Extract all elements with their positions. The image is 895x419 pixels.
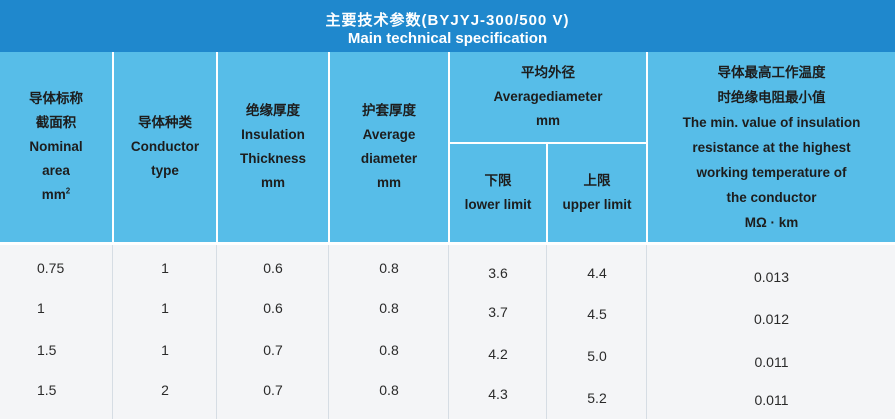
cell-lower-limit: 4.3	[488, 386, 508, 402]
cell-resistance: 0.011	[754, 392, 789, 408]
title-bar: 主要技术参数(BYJYJ-300/500 V) Main technical s…	[0, 0, 895, 52]
cell-insulation: 0.7	[263, 382, 283, 398]
header-label: The min. value of insulation	[682, 114, 861, 130]
column-divider	[646, 245, 647, 419]
cell-sheath: 0.8	[379, 300, 399, 316]
cell-resistance: 0.011	[754, 354, 789, 370]
cell-conductor-type: 1	[161, 300, 169, 316]
column-divider	[546, 245, 547, 419]
column-divider	[328, 245, 329, 419]
cell-insulation: 0.6	[263, 260, 283, 276]
cell-sheath: 0.8	[379, 260, 399, 276]
column-divider	[216, 245, 217, 419]
cell-insulation: 0.7	[263, 342, 283, 358]
header-label: type	[151, 163, 179, 178]
header-label: lower limit	[464, 197, 532, 212]
table-row: 1 1 0.6 0.8 3.7 4.5 0.012	[0, 287, 895, 329]
header-label: Averagediameter	[493, 89, 603, 104]
header-label: 截面积	[35, 115, 77, 130]
column-divider	[112, 245, 113, 419]
cell-sheath: 0.8	[379, 382, 399, 398]
cell-upper-limit: 5.2	[587, 390, 607, 406]
cell-conductor-type: 1	[161, 342, 169, 358]
header-insulation-resistance: 导体最高工作温度 时绝缘电阻最小值 The min. value of insu…	[648, 52, 895, 242]
table-row: 1.5 1 0.7 0.8 4.2 5.0 0.011	[0, 329, 895, 371]
header-label: 绝缘厚度	[246, 103, 300, 118]
header-label: upper limit	[562, 197, 632, 212]
cell-insulation: 0.6	[263, 300, 283, 316]
header-label: area	[42, 163, 70, 178]
cell-area: 1	[37, 300, 45, 316]
header-insulation-thickness: 绝缘厚度 Insulation Thickness mm	[218, 52, 328, 242]
cell-conductor-type: 2	[161, 382, 169, 398]
cell-conductor-type: 1	[161, 260, 169, 276]
header-sheath-thickness: 护套厚度 Average diameter mm	[330, 52, 448, 242]
header-label: Insulation	[241, 127, 305, 142]
title-chinese: 主要技术参数(BYJYJ-300/500 V)	[325, 12, 570, 29]
header-label: working temperature of	[696, 164, 847, 180]
header-average-outer-diameter: 平均外径 Averagediameter mm	[450, 52, 646, 142]
header-label: 导体种类	[138, 115, 192, 130]
header-label: the conductor	[726, 189, 817, 205]
header-unit: mm	[260, 175, 285, 190]
header-label: diameter	[360, 151, 418, 166]
header-nominal-area: 导体标称 截面积 Nominal area mm2	[0, 52, 112, 242]
cell-lower-limit: 3.7	[488, 304, 508, 320]
header-upper-limit: 上限 upper limit	[548, 144, 646, 242]
cell-lower-limit: 4.2	[488, 346, 508, 362]
header-unit: mm	[376, 175, 401, 190]
header-label: 导体最高工作温度	[717, 64, 826, 80]
header-lower-limit: 下限 lower limit	[450, 144, 546, 242]
unit-superscript: 2	[65, 186, 71, 196]
header-label: resistance at the highest	[692, 139, 851, 155]
header-unit: mm2	[42, 183, 70, 207]
header-label: 平均外径	[521, 65, 575, 80]
header-unit: mm	[535, 113, 560, 128]
header-label: 上限	[583, 173, 611, 188]
cell-area: 0.75	[37, 260, 65, 276]
cell-upper-limit: 4.4	[587, 265, 607, 281]
title-english: Main technical specification	[347, 30, 548, 47]
header-label: Conductor	[130, 139, 200, 154]
header-label: Average	[362, 127, 416, 142]
cell-resistance: 0.013	[753, 269, 790, 285]
column-divider	[448, 245, 449, 419]
header-label: 导体标称	[29, 91, 83, 106]
cell-resistance: 0.012	[753, 311, 790, 327]
cell-lower-limit: 3.6	[488, 265, 508, 281]
cell-upper-limit: 4.5	[587, 306, 607, 322]
header-label: 时绝缘电阻最小值	[717, 89, 826, 105]
header-label: 护套厚度	[362, 103, 416, 118]
header-conductor-type: 导体种类 Conductor type	[114, 52, 216, 242]
table-row: 0.75 1 0.6 0.8 3.6 4.4 0.013	[0, 247, 895, 289]
header-unit: MΩ · km	[744, 214, 799, 230]
header-label: 下限	[484, 173, 512, 188]
cell-area: 1.5	[37, 342, 57, 358]
cell-area: 1.5	[37, 382, 57, 398]
cell-sheath: 0.8	[379, 342, 399, 358]
header-label: Nominal	[29, 139, 83, 154]
header-label: Thickness	[239, 151, 307, 166]
unit-base: mm	[41, 187, 66, 202]
cell-upper-limit: 5.0	[587, 348, 607, 364]
table-row: 1.5 2 0.7 0.8 4.3 5.2 0.011	[0, 369, 895, 411]
